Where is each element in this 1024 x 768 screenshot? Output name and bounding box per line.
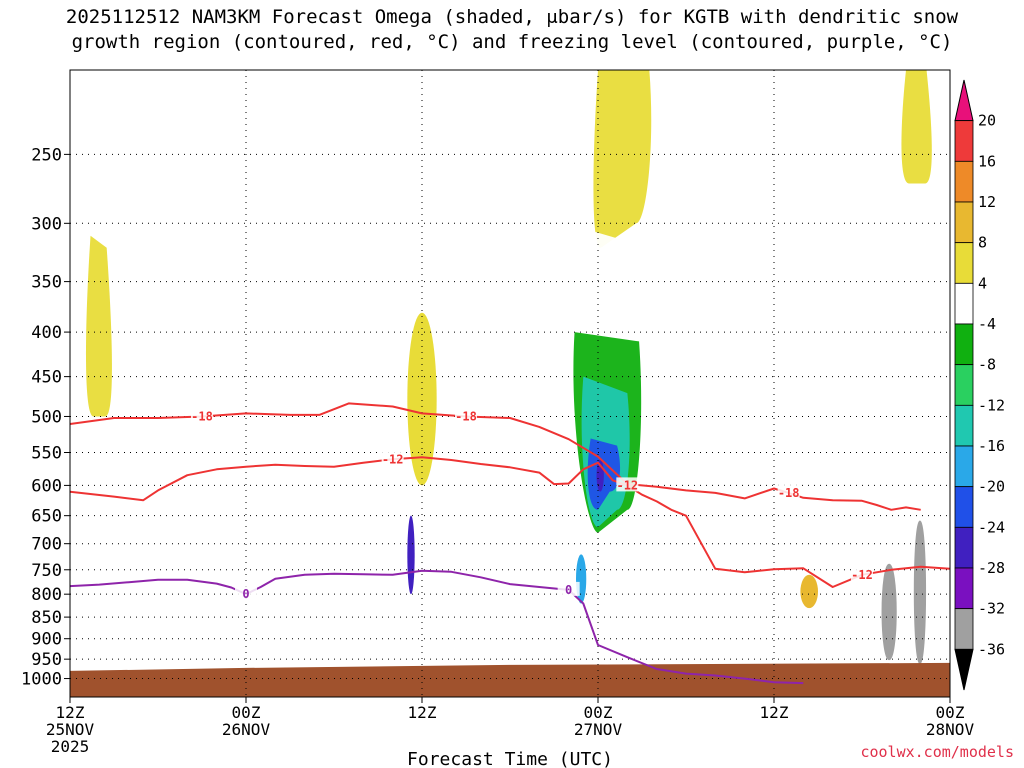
omega-area-4 [593, 70, 652, 248]
omega-colorbar: 20 16 12 8 4 -4 -8 -12 -16 -20 -24 -28 -32 -36 [954, 79, 1005, 691]
contour-label-bg [777, 484, 800, 499]
temperature-contours [70, 402, 950, 685]
y-tick-label-1000: 1000 [21, 670, 62, 690]
colorbar-bottom-arrow [954, 648, 974, 691]
contour-label-bg [557, 581, 580, 596]
colorbar-tick-label: -28 [978, 559, 1005, 577]
series-line-1 [70, 456, 950, 588]
colorbar-tick-label: 12 [978, 193, 996, 211]
colorbar-tick-label: 4 [978, 274, 987, 292]
omega-cell-4 [407, 312, 437, 486]
colorbar-tick-label: -36 [978, 640, 1005, 658]
contour-label: 0 [242, 587, 249, 601]
x-tick-label: 27NOV [574, 720, 623, 739]
colorbar-swatch [954, 364, 974, 406]
y-tick-label-900: 900 [31, 630, 62, 650]
contour-label: -18 [455, 409, 477, 423]
credit-text: coolwx.com/models [860, 743, 1014, 761]
y-tick-label-750: 750 [31, 561, 62, 581]
colorbar-swatch [954, 120, 974, 162]
x-tick-label: 28NOV [926, 720, 975, 739]
y-tick-label-350: 350 [31, 273, 62, 293]
y-tick-label-650: 650 [31, 507, 62, 527]
x-tick-label: 25NOV [46, 720, 95, 739]
chart-title-line-2: growth region (contoured, red, °C) and f… [71, 31, 953, 53]
y-tick-label-300: 300 [31, 214, 62, 234]
colorbar-tick-label: -4 [978, 315, 996, 333]
y-tick-label-600: 600 [31, 476, 62, 496]
colorbar-swatch [954, 242, 974, 284]
contour-label-bg [235, 586, 257, 601]
contour-label: 0 [565, 583, 572, 597]
colorbar-tick-label: 8 [978, 234, 987, 252]
x-tick-label: 00Z [232, 703, 261, 722]
colorbar-swatch [954, 404, 974, 447]
omega-area-4 [85, 235, 112, 417]
surface-ground-layer [70, 662, 950, 697]
x-tick-label: 12Z [760, 703, 789, 722]
contour-label-bg [851, 566, 873, 581]
chart-title-line-1: 2025112512 NAM3KM Forecast Omega (shaded… [65, 6, 959, 28]
x-tick-label: 12Z [56, 703, 85, 722]
x-tick-label: 12Z [408, 703, 437, 722]
y-tick-label-550: 550 [31, 444, 62, 464]
colorbar-tick-label: 20 [978, 112, 996, 130]
colorbar-swatch [954, 201, 974, 244]
colorbar-swatch [954, 486, 974, 528]
contour-label: -12 [851, 568, 873, 582]
colorbar-tick-label: -16 [978, 437, 1005, 455]
colorbar-top-arrow [954, 79, 974, 122]
contour-label-bg [191, 408, 213, 423]
y-tick-label-500: 500 [31, 407, 62, 427]
ground-surface [70, 662, 950, 697]
omega-cell--36 [881, 563, 897, 661]
contour-label-bg [381, 451, 404, 466]
pressure-axis: 2503003504004505005506006507007508008509… [21, 145, 70, 690]
y-tick-label-250: 250 [31, 145, 62, 165]
x-tick-label: 26NOV [222, 720, 271, 739]
colorbar-swatch [954, 608, 974, 650]
colorbar-swatch [954, 323, 974, 366]
contour-label: -12 [382, 452, 404, 466]
y-tick-label-800: 800 [31, 585, 62, 605]
x-tick-label: 00Z [936, 703, 965, 722]
y-tick-label-400: 400 [31, 323, 62, 343]
omega-cell--28 [407, 515, 415, 595]
colorbar-tick-label: 16 [978, 152, 996, 170]
colorbar-swatch [954, 445, 974, 488]
contour-labels: -18 -18 -18 -12 -12 -12 0 0 [191, 408, 873, 601]
omega-cell-8 [800, 574, 818, 609]
x-axis-label: Forecast Time (UTC) [407, 749, 613, 768]
plot-frame [69, 69, 951, 698]
colorbar-swatch [954, 160, 974, 203]
colorbar-tick-label: -32 [978, 600, 1005, 618]
y-tick-label-700: 700 [31, 535, 62, 555]
colorbar-tick-label: -8 [978, 356, 996, 374]
colorbar-tick-label: -12 [978, 396, 1005, 414]
colorbar-swatch [954, 526, 974, 569]
y-tick-label-950: 950 [31, 650, 62, 670]
contour-label: -12 [616, 478, 638, 492]
colorbar-tick-label: -20 [978, 478, 1005, 496]
y-tick-label-450: 450 [31, 368, 62, 388]
contour-label-bg [616, 477, 639, 492]
contour-label: -18 [191, 409, 213, 423]
omega-area-4 [901, 70, 932, 184]
x-tick-label: 00Z [584, 703, 613, 722]
omega-cell--4 [781, 197, 942, 664]
omega-cell--20 [576, 554, 587, 604]
contour-label: -18 [778, 486, 800, 500]
colorbar-swatch [954, 567, 974, 610]
omega-cell--36 [913, 520, 927, 665]
colorbar-tick-label: -24 [978, 518, 1005, 536]
contour-label-bg [455, 408, 477, 423]
y-tick-label-850: 850 [31, 608, 62, 628]
x-tick-label: 2025 [51, 737, 90, 756]
series-line-2 [70, 569, 804, 685]
series-line-0 [70, 402, 921, 511]
colorbar-swatch [954, 282, 974, 325]
